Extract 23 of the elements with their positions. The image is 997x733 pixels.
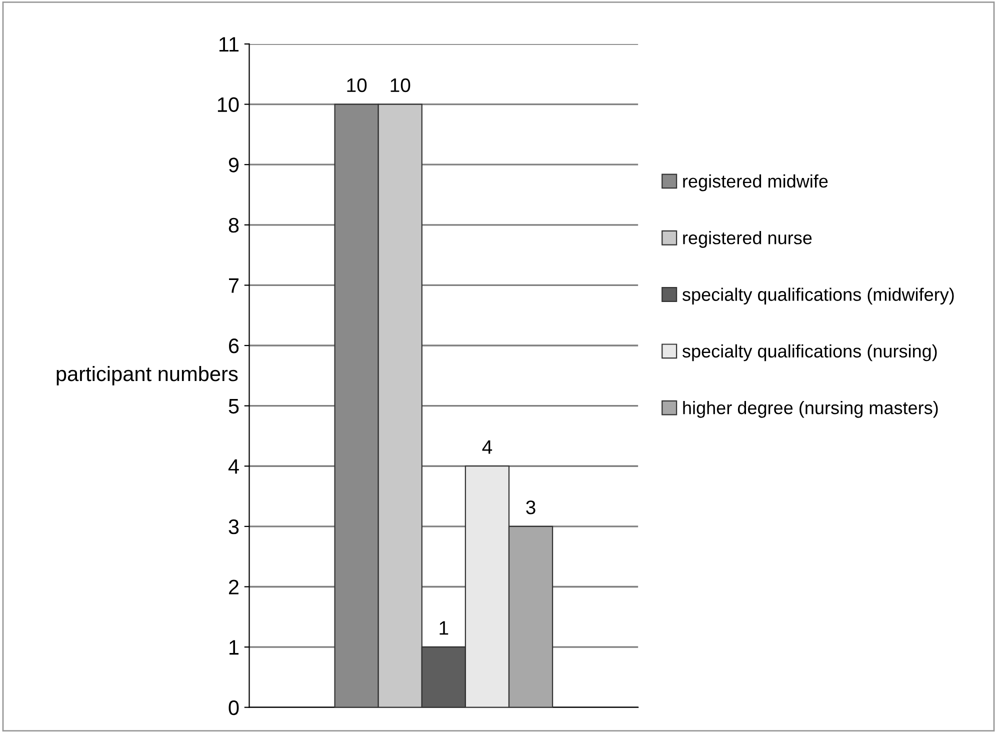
data-label: 10 — [390, 78, 410, 92]
y-tick-label: 1 — [230, 640, 239, 655]
y-axis-title: participant numbers — [56, 366, 238, 386]
y-tick-label: 0 — [228, 700, 239, 716]
y-tick-label: 9 — [228, 158, 239, 172]
legend-label: specialty qualifications (midwifery) — [682, 288, 954, 305]
y-tick-label: 8 — [228, 218, 239, 233]
data-label: 10 — [347, 78, 367, 92]
y-tick-label: 6 — [229, 338, 239, 354]
legend-label: registered nurse — [683, 231, 812, 248]
y-tick-label: 5 — [228, 399, 239, 414]
y-tick-label: 4 — [228, 459, 239, 474]
y-tick-label: 3 — [228, 519, 239, 534]
legend-label: higher degree (nursing masters) — [683, 400, 938, 418]
y-tick-label: 2 — [228, 580, 238, 594]
legend-label: specialty qualifications (nursing) — [682, 344, 937, 362]
legend-label: registered midwife — [683, 174, 828, 192]
data-label: 3 — [526, 500, 536, 514]
data-label: 1 — [440, 621, 448, 635]
y-tick-label: 11 — [219, 37, 239, 52]
y-tick-label: 10 — [218, 97, 239, 112]
data-label: 4 — [482, 440, 492, 454]
y-tick-label: 7 — [229, 278, 238, 293]
